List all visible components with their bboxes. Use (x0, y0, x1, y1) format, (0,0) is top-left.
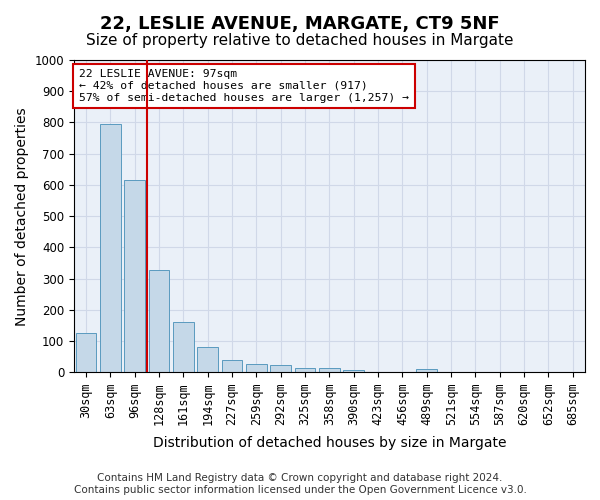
Bar (416, 370, 437, 372)
Bar (197, 347, 218, 372)
Text: 22, LESLIE AVENUE, MARGATE, CT9 5NF: 22, LESLIE AVENUE, MARGATE, CT9 5NF (100, 15, 500, 33)
Bar (173, 322, 194, 372)
Bar (222, 360, 242, 372)
Bar (100, 124, 121, 372)
Text: 22 LESLIE AVENUE: 97sqm
← 42% of detached houses are smaller (917)
57% of semi-d: 22 LESLIE AVENUE: 97sqm ← 42% of detache… (79, 70, 409, 102)
Bar (295, 368, 316, 372)
Bar (149, 270, 169, 372)
Bar (246, 364, 267, 372)
X-axis label: Distribution of detached houses by size in Margate: Distribution of detached houses by size … (153, 436, 506, 450)
Bar (319, 368, 340, 372)
Text: Size of property relative to detached houses in Margate: Size of property relative to detached ho… (86, 32, 514, 48)
Text: Contains HM Land Registry data © Crown copyright and database right 2024.
Contai: Contains HM Land Registry data © Crown c… (74, 474, 526, 495)
Bar (124, 180, 145, 372)
Bar (76, 334, 97, 372)
Bar (343, 370, 364, 372)
Y-axis label: Number of detached properties: Number of detached properties (15, 107, 29, 326)
Bar (271, 365, 291, 372)
